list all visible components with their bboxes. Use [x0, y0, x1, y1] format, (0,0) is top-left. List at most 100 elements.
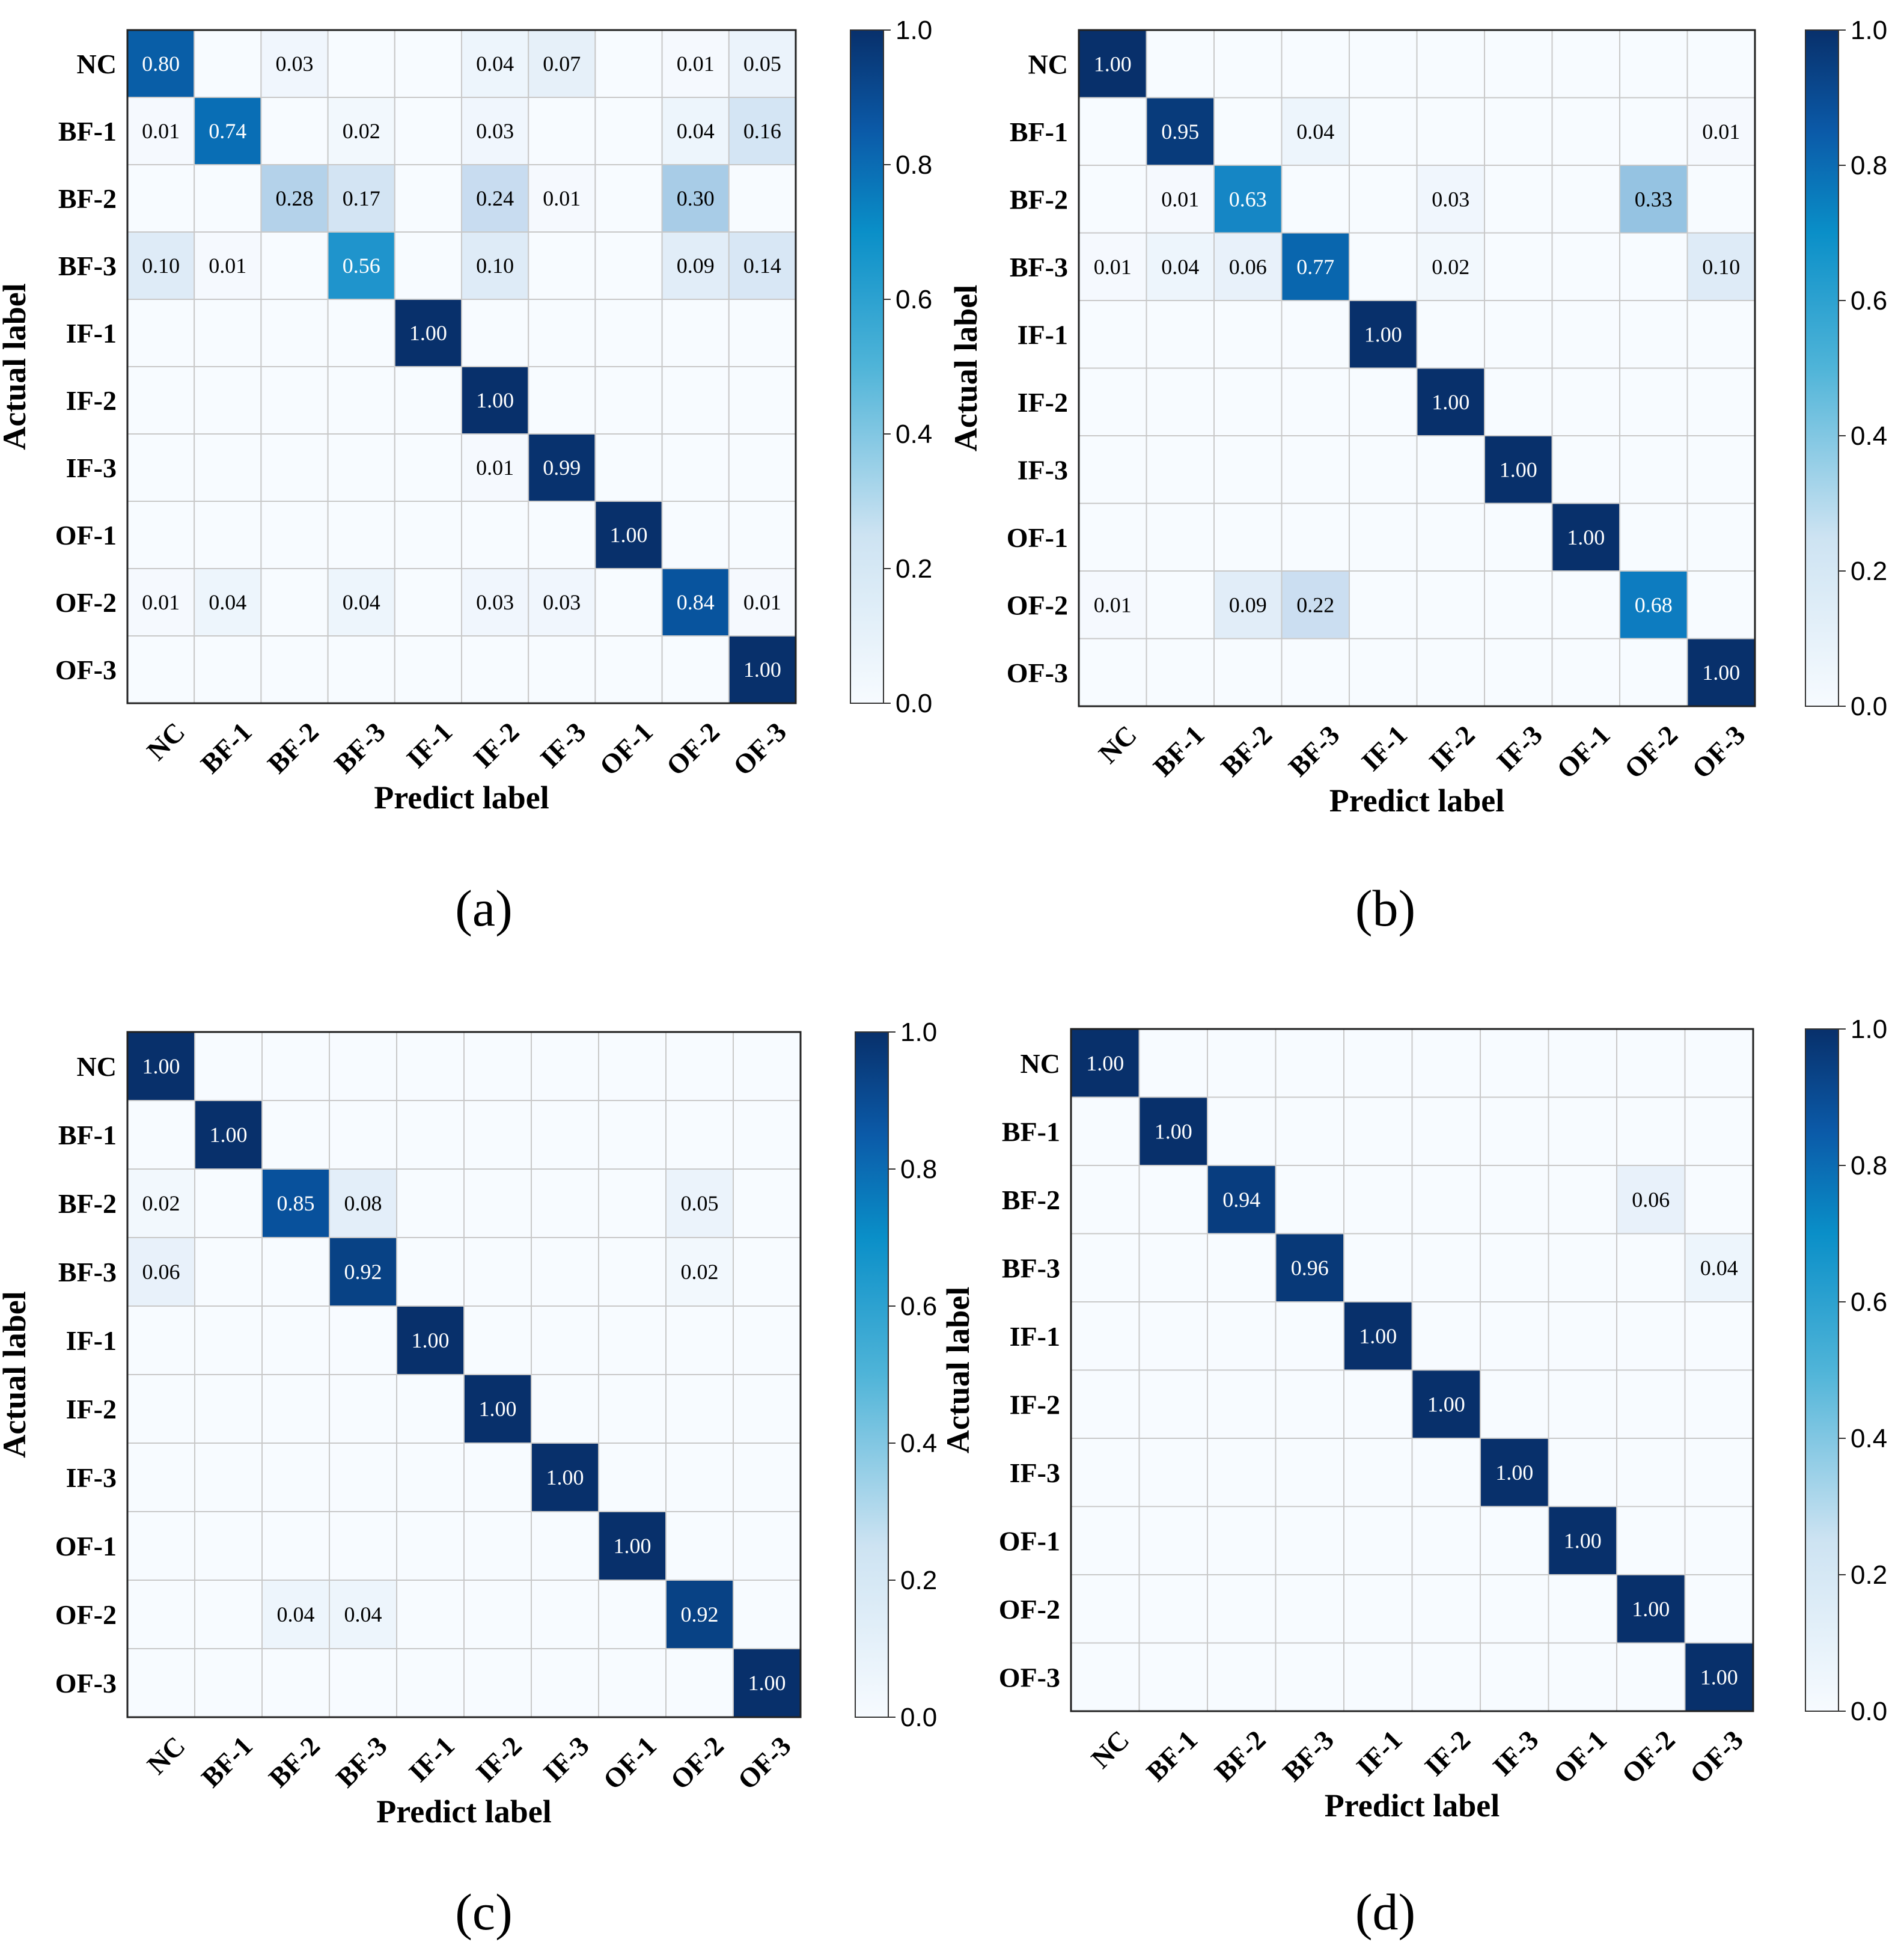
matrix-cell — [327, 231, 395, 300]
matrix-cell — [1411, 1301, 1481, 1371]
matrix-cell — [598, 1511, 667, 1581]
matrix-cell — [1349, 29, 1418, 99]
matrix-cell — [598, 1237, 667, 1307]
matrix-cell — [1619, 232, 1688, 301]
matrix-cell — [1686, 570, 1756, 640]
matrix-cell — [728, 635, 797, 704]
matrix-cell — [1343, 1096, 1413, 1166]
cell-value-label: 1.00 — [1359, 1324, 1397, 1348]
cell-value-label: 0.04 — [1700, 1256, 1738, 1280]
row-tick-label: NC — [77, 1051, 117, 1082]
matrix-cell — [1548, 1096, 1617, 1166]
cell-value-label: 0.04 — [277, 1602, 315, 1626]
matrix-cell — [463, 1580, 532, 1649]
matrix-cell — [1349, 232, 1418, 301]
matrix-cell — [1416, 165, 1485, 234]
matrix-cell — [1207, 1574, 1277, 1644]
row-tick-label: NC — [77, 49, 117, 79]
matrix-cell — [728, 164, 797, 233]
cell-value-label: 0.96 — [1291, 1256, 1329, 1280]
cell-value-label: 0.03 — [476, 119, 514, 143]
matrix-cell — [127, 29, 195, 98]
matrix-cell — [1619, 435, 1688, 504]
matrix-cell — [194, 1168, 263, 1238]
matrix-cell — [1146, 502, 1215, 572]
matrix-cell — [528, 433, 596, 502]
matrix-cell — [1070, 1369, 1140, 1439]
matrix-cell — [127, 1305, 195, 1375]
matrix-cell — [1411, 1506, 1481, 1575]
matrix-cell — [1207, 1506, 1277, 1575]
matrix-cell — [1480, 1165, 1549, 1235]
matrix-cell — [260, 299, 329, 367]
cell-value-label: 1.00 — [479, 1397, 517, 1421]
matrix-cell — [1551, 502, 1620, 572]
colorbar-tick-label: 0.2 — [1851, 1560, 1887, 1590]
matrix-cell — [1551, 570, 1620, 640]
colorbar-tick-label: 1.0 — [896, 16, 932, 45]
col-tick-label: OF-2 — [1619, 719, 1683, 784]
x-axis-title: Predict label — [376, 1794, 551, 1830]
matrix-cell — [1146, 29, 1215, 99]
colorbar — [1805, 1028, 1839, 1712]
cell-value-label: 1.00 — [1495, 1461, 1533, 1485]
matrix-cell — [1684, 1028, 1754, 1098]
row-tick-label: OF-2 — [55, 587, 117, 618]
cell-value-label: 0.10 — [1702, 255, 1740, 279]
matrix-cell — [194, 231, 262, 300]
matrix-cell — [194, 1580, 263, 1649]
cell-value-label: 0.17 — [343, 186, 380, 210]
cell-value-label: 0.74 — [209, 119, 246, 143]
matrix-cell — [1480, 1506, 1549, 1575]
matrix-cell — [1548, 1438, 1617, 1507]
cell-value-label: 0.16 — [743, 119, 781, 143]
matrix-cell — [396, 1100, 465, 1170]
matrix-cell — [329, 1648, 397, 1718]
matrix-cell — [1484, 367, 1553, 436]
matrix-cell — [733, 1443, 801, 1512]
row-tick-label: BF-3 — [58, 1257, 117, 1287]
col-tick-label: NC — [141, 716, 191, 766]
matrix-cell — [194, 1100, 263, 1170]
matrix-cell — [1411, 1028, 1481, 1098]
panel-label: (c) — [455, 1883, 512, 1941]
matrix-cell — [261, 1031, 330, 1101]
matrix-cell — [127, 299, 195, 367]
matrix-cell — [394, 97, 462, 165]
matrix-cell — [1684, 1165, 1754, 1235]
matrix-cell — [1480, 1574, 1549, 1644]
matrix-cell — [665, 1305, 734, 1375]
matrix-cell — [1349, 300, 1418, 369]
colorbar-tick-label: 0.4 — [896, 420, 932, 449]
matrix-cell — [1070, 1096, 1140, 1166]
matrix-cell — [396, 1374, 465, 1444]
matrix-cell — [1138, 1438, 1208, 1507]
matrix-cell — [1616, 1233, 1686, 1302]
col-tick-label: IF-2 — [470, 1730, 528, 1788]
matrix-cell — [1416, 29, 1485, 99]
colorbar-tick-label: 1.0 — [900, 1018, 937, 1047]
matrix-cell — [1686, 97, 1756, 166]
colorbar-tick-label: 0.6 — [1851, 1287, 1887, 1317]
matrix-cell — [396, 1031, 465, 1101]
matrix-cell — [1484, 638, 1553, 707]
matrix-cell — [127, 1511, 195, 1581]
matrix-cell — [260, 97, 329, 165]
colorbar — [855, 1031, 889, 1718]
row-tick-label: BF-1 — [1002, 1116, 1060, 1147]
matrix-cell — [1616, 1642, 1686, 1712]
matrix-cell — [531, 1511, 599, 1581]
row-tick-label: BF-3 — [1002, 1253, 1060, 1283]
cell-value-label: 0.01 — [543, 186, 581, 210]
cell-value-label: 0.94 — [1222, 1188, 1260, 1212]
matrix-cell — [1146, 97, 1215, 166]
matrix-cell — [1349, 165, 1418, 234]
matrix-cell — [1146, 232, 1215, 301]
colorbar-tick-label: 0.0 — [1851, 1697, 1887, 1726]
col-tick-label: BF-3 — [1277, 1724, 1340, 1788]
matrix-cell — [1281, 300, 1350, 369]
colorbar-tick-label: 0.6 — [1851, 286, 1887, 316]
matrix-cell — [1548, 1301, 1617, 1371]
matrix-cell — [1138, 1574, 1208, 1644]
col-tick-label: OF-1 — [1551, 719, 1616, 784]
